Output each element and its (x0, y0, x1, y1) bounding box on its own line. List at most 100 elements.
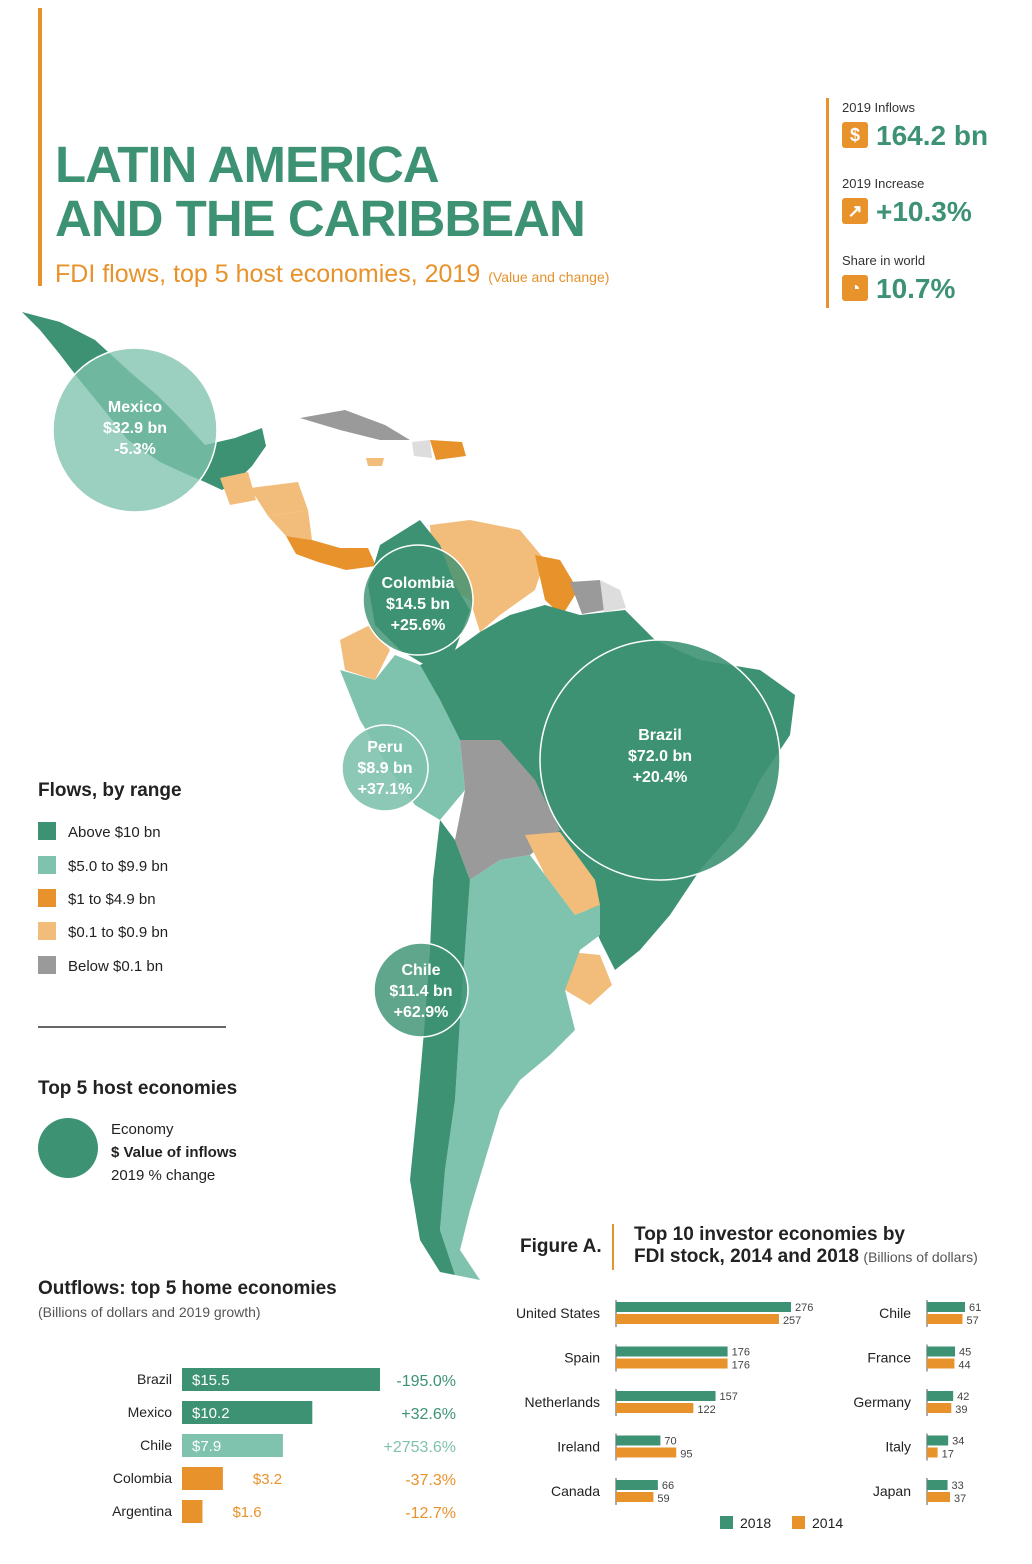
bubble-peru: Peru $8.9 bn +37.1% (341, 724, 429, 812)
stat-inflows-value: 164.2 bn (876, 120, 989, 151)
legend-swatch-2018 (720, 1516, 733, 1529)
figure-a-title-line2: FDI stock, 2014 and 2018 (634, 1246, 859, 1267)
top5-legend-line2: $ Value of inflows (111, 1144, 237, 1161)
outflow-category-label: Chile (140, 1437, 172, 1453)
investor-category-label: United States (516, 1305, 600, 1321)
map-haiti (412, 440, 432, 458)
map-nicaragua (268, 510, 312, 540)
subtitle-note: (Value and change) (488, 269, 610, 285)
map-costa-rica-panama (286, 536, 376, 570)
map-venezuela (430, 520, 545, 632)
investor-bar-2014 (616, 1447, 677, 1458)
investor-bar-2014 (927, 1492, 951, 1502)
bubble-chile-change: +62.9% (394, 1004, 449, 1021)
legend-label: Below $0.1 bn (68, 958, 164, 975)
investor-bar-2014 (927, 1358, 955, 1369)
bubble-mexico-value: $32.9 bn (103, 420, 167, 437)
investor-category-label: Canada (551, 1483, 600, 1499)
investor-category-label: France (867, 1350, 911, 1366)
map-paraguay (525, 832, 600, 915)
bubble-colombia-value: $14.5 bn (386, 596, 450, 613)
subtitle-text: FDI flows, top 5 host economies, 2019 (55, 260, 481, 288)
legend-item-5to9: $5.0 to $9.9 bn (38, 856, 168, 876)
bubble-brazil-change: +20.4% (633, 769, 688, 786)
stat-increase-value: +10.3% (876, 196, 972, 227)
bubble-brazil: Brazil $72.0 bn +20.4% (539, 639, 781, 881)
outflow-category-label: Mexico (128, 1404, 173, 1420)
map-cuba (300, 410, 410, 440)
outflow-bar (182, 1500, 203, 1523)
legend-label-2014: 2014 (812, 1515, 843, 1531)
outflow-category-label: Argentina (112, 1503, 172, 1519)
outflows-subtitle: (Billions of dollars and 2019 growth) (38, 1304, 261, 1320)
outflow-category-label: Colombia (113, 1470, 172, 1486)
investor-value-2018: 33 (952, 1480, 964, 1492)
outflow-value-label: $10.2 (192, 1405, 230, 1422)
top5-legend-text: Economy $ Value of inflows 2019 % change (111, 1118, 237, 1187)
investor-bar-2014 (616, 1358, 728, 1369)
investor-value-2018: 34 (952, 1436, 964, 1448)
top5-legend-line3: 2019 % change (111, 1167, 216, 1184)
bubble-chile-value: $11.4 bn (389, 983, 452, 1000)
investor-value-2014: 257 (783, 1315, 801, 1327)
figure-a-divider (612, 1224, 614, 1270)
investor-bar-2014 (927, 1314, 963, 1324)
map-chile (410, 820, 470, 1275)
figure-a-title: Top 10 investor economies by FDI stock, … (634, 1224, 978, 1268)
flows-legend-title: Flows, by range (38, 780, 182, 801)
legend-divider (38, 1026, 226, 1028)
investor-bar-2018 (616, 1391, 716, 1401)
investor-value-2014: 17 (942, 1449, 954, 1461)
investor-bar-2018 (616, 1435, 661, 1446)
top5-legend-line1: Economy (111, 1121, 174, 1138)
bubble-colombia-change: +25.6% (391, 617, 446, 634)
bubble-chile-name: Chile (401, 962, 440, 979)
investor-bar-2018 (927, 1391, 954, 1401)
investor-bar-2018 (927, 1480, 948, 1490)
map-argentina (440, 855, 600, 1280)
investor-value-2014: 39 (955, 1404, 967, 1416)
investor-category-label: Netherlands (525, 1394, 601, 1410)
page-subtitle: FDI flows, top 5 host economies, 2019 (Va… (55, 260, 609, 289)
title-line-1: LATIN AMERICA (55, 136, 440, 193)
legend-label: Above $10 bn (68, 824, 161, 841)
investor-category-label: Italy (885, 1439, 911, 1455)
bubble-chile: Chile $11.4 bn +62.9% (373, 942, 469, 1038)
bubble-mexico: Mexico $32.9 bn -5.3% (52, 347, 218, 513)
investor-bar-2018 (616, 1480, 658, 1490)
stat-share-value: 10.7% (876, 273, 956, 304)
investor-value-2018: 70 (664, 1436, 676, 1448)
outflow-bar (182, 1467, 223, 1490)
outflow-value-label: $15.5 (192, 1372, 230, 1389)
map-dominican-republic (430, 440, 466, 460)
outflows-title: Outflows: top 5 home economies (38, 1278, 337, 1299)
stat-inflows-label: 2019 Inflows (842, 100, 915, 115)
outflow-growth-label: +2753.6% (383, 1439, 456, 1456)
investor-value-2018: 66 (662, 1480, 674, 1492)
outflow-value-label: $1.6 (232, 1504, 261, 1521)
investor-bar-2014 (616, 1403, 694, 1413)
legend-item-below01: Below $0.1 bn (38, 956, 164, 976)
stat-increase-label: 2019 Increase (842, 176, 925, 191)
map-guatemala (220, 472, 256, 505)
outflows-chart: Brazil $15.5 -195.0% Mexico $10.2 +32.6% Chile… (112, 1368, 456, 1523)
investor-value-2018: 276 (795, 1302, 813, 1314)
legend-swatch (38, 856, 56, 875)
investor-bar-2018 (927, 1435, 949, 1446)
map-guyana (535, 555, 578, 616)
investor-value-2018: 42 (957, 1391, 969, 1403)
pie-chart-icon: ◔ (842, 274, 868, 301)
investor-bar-2014 (927, 1403, 952, 1413)
figure-a-label: Figure A. (520, 1236, 602, 1257)
bubble-brazil-value: $72.0 bn (628, 748, 692, 765)
map-honduras (250, 482, 308, 516)
investor-value-2014: 122 (697, 1404, 715, 1416)
stat-inflows: $164.2 bn (842, 120, 988, 152)
investor-bar-2018 (616, 1346, 728, 1357)
bubble-brazil-name: Brazil (638, 727, 682, 744)
investor-value-2014: 59 (657, 1493, 669, 1505)
investor-bar-2018 (927, 1302, 965, 1312)
outflow-category-label: Brazil (137, 1371, 172, 1387)
investor-value-2014: 95 (680, 1449, 692, 1461)
investor-bar-2014 (616, 1492, 654, 1502)
